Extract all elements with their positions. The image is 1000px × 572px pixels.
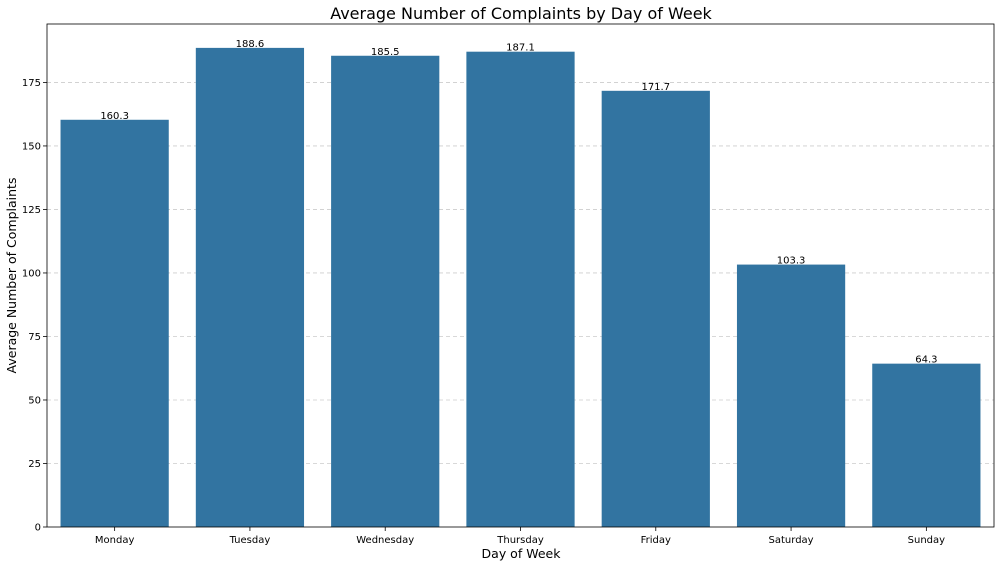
y-tick-label: 125 [22,205,41,216]
y-tick-label: 25 [28,459,41,470]
x-tick-label-tuesday: Tuesday [229,535,271,546]
bars [60,47,981,528]
data-label-monday: 160.3 [100,111,129,122]
x-axis-title: Day of Week [482,546,562,561]
y-tick-label: 0 [35,523,41,534]
y-axis-title: Average Number of Complaints [4,178,19,374]
x-tick-label-monday: Monday [95,535,135,546]
bar-monday [60,119,169,528]
data-label-friday: 171.7 [641,82,670,93]
y-tick-label: 175 [22,78,41,89]
x-tick-label-wednesday: Wednesday [356,535,414,546]
y-tick-label: 75 [28,332,41,343]
data-label-saturday: 103.3 [777,256,806,267]
bar-friday [601,90,710,528]
bar-sunday [872,363,981,527]
bar-saturday [736,264,846,527]
x-tick-label-friday: Friday [641,535,671,546]
data-label-wednesday: 185.5 [371,47,400,58]
x-tick-label-saturday: Saturday [769,535,814,546]
data-labels: 160.3 188.6 185.5 187.1 171.7 103.3 64.3 [100,39,937,366]
x-tick-label-thursday: Thursday [496,535,544,546]
chart-title: Average Number of Complaints by Day of W… [330,4,712,23]
x-axis-ticks: Monday Tuesday Wednesday Thursday Friday Satu… [95,527,945,546]
bar-thursday [466,51,575,528]
bar-tuesday [195,47,305,528]
y-tick-label: 150 [22,141,41,152]
y-axis-ticks: 0 25 50 75 100 125 150 175 [22,78,47,534]
bar-wednesday [331,55,440,527]
data-label-thursday: 187.1 [506,43,535,54]
data-label-sunday: 64.3 [915,355,937,366]
data-label-tuesday: 188.6 [236,39,265,50]
x-tick-label-sunday: Sunday [908,535,945,546]
y-tick-label: 50 [28,395,41,406]
y-tick-label: 100 [22,268,41,279]
